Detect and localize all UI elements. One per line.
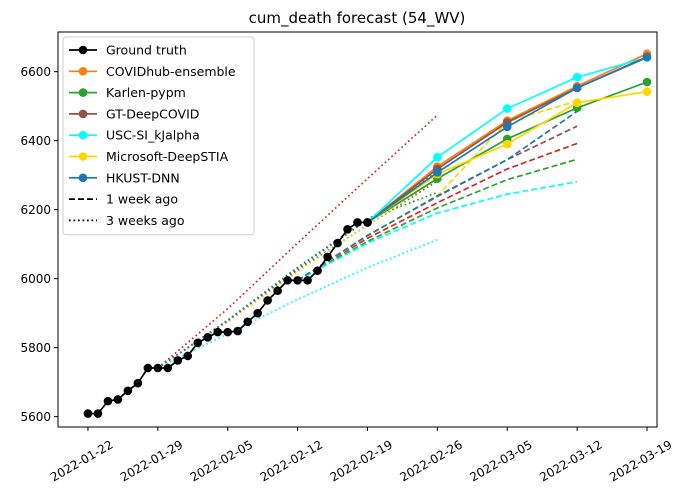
data-point (433, 168, 442, 177)
data-point (572, 72, 582, 82)
ground-truth-series (83, 218, 372, 418)
ground-truth-point (153, 363, 163, 373)
ground-truth-point (203, 333, 213, 342)
forecast-hkust-dnn (363, 52, 652, 227)
data-point (502, 139, 512, 149)
legend-label: 1 week ago (106, 192, 178, 207)
legend-item-gt-deepcovid: GT-DeepCOVID (69, 106, 199, 121)
x-tick-label: 2022-02-19 (328, 437, 395, 484)
ground-truth-point (253, 308, 262, 318)
legend-item-3-weeks-ago: 3 weeks ago (69, 213, 185, 228)
y-tick-label: 6600 (20, 65, 51, 79)
ground-truth-point (293, 276, 302, 285)
legend-label: HKUST-DNN (106, 170, 180, 185)
forecast-3wk-usc-si-kjalpha (157, 238, 438, 369)
data-point (502, 122, 512, 132)
legend-marker (78, 45, 88, 55)
legend-label: Karlen-pypm (106, 85, 186, 100)
legend-marker (78, 152, 88, 161)
legend-item-usc-si-kjalpha: USC-SI_kJalpha (69, 128, 200, 143)
x-tick-label: 2022-02-12 (258, 437, 325, 484)
ground-truth-point (173, 356, 183, 365)
forecast-usc-si-kjalpha (363, 53, 652, 227)
legend-item-karlen-pypm: Karlen-pypm (69, 85, 186, 100)
ground-truth-point (263, 296, 272, 305)
axes-frame (57, 31, 658, 428)
ground-truth-point (163, 363, 173, 373)
data-point (502, 104, 512, 113)
ground-truth-point (233, 326, 242, 336)
legend-label: Ground truth (106, 43, 187, 58)
y-tick-label: 6000 (20, 272, 51, 286)
legend-item-hkust-dnn: HKUST-DNN (69, 170, 180, 185)
ground-truth-point (363, 218, 372, 227)
ground-truth-point (243, 317, 252, 327)
legend-label: GT-DeepCOVID (106, 106, 199, 121)
ground-truth-point (223, 327, 233, 337)
y-tick-label: 6400 (20, 134, 51, 148)
x-tick-label: 2022-03-12 (537, 437, 604, 484)
legend-item-covidhub-ensemble: COVIDhub-ensemble (69, 64, 236, 79)
legend-box (62, 36, 255, 236)
ground-truth-point (103, 396, 113, 406)
forecast-1wk-usc-si-kjalpha (297, 180, 578, 282)
ground-truth-point (303, 276, 312, 285)
ground-truth-point (353, 218, 362, 227)
ground-truth-point (273, 286, 282, 296)
plot-area (83, 49, 652, 418)
legend-marker (78, 67, 88, 76)
ground-truth-point (213, 327, 223, 337)
legend-item-microsoft-deepstia: Microsoft-DeepSTIA (69, 149, 229, 164)
data-point (572, 83, 582, 93)
x-tick-label: 2022-03-19 (607, 437, 674, 484)
ground-truth-point (113, 395, 123, 404)
ground-truth-point (343, 225, 352, 234)
legend-marker (78, 173, 88, 183)
legend-item-ground-truth: Ground truth (69, 43, 187, 58)
legend-label: USC-SI_kJalpha (106, 128, 200, 143)
ground-truth-point (183, 351, 193, 361)
forecast-1wk-covidhub-ensemble (297, 142, 578, 282)
data-point (433, 152, 442, 162)
data-point (642, 87, 652, 96)
ground-truth-point (83, 409, 93, 418)
ground-truth-point (323, 252, 332, 262)
y-tick-label: 6200 (20, 203, 51, 217)
ground-truth-point (193, 338, 203, 348)
data-point (642, 77, 652, 87)
legend-label: COVIDhub-ensemble (106, 64, 236, 79)
ground-truth-point (93, 409, 103, 418)
legend-label: Microsoft-DeepSTIA (106, 149, 229, 164)
ground-truth-point (123, 386, 133, 396)
ground-truth-point (143, 363, 153, 373)
chart-title: cum_death forecast (54_WV) (249, 9, 466, 28)
x-tick-label: 2022-03-05 (467, 437, 534, 484)
x-tick-label: 2022-02-26 (397, 437, 464, 484)
x-tick-label: 2022-02-05 (188, 437, 255, 484)
ground-truth-line (87, 221, 368, 415)
data-point (572, 98, 582, 108)
ground-truth-point (133, 378, 143, 388)
legend-item-1-week-ago: 1 week ago (69, 192, 178, 207)
ground-truth-point (313, 266, 322, 276)
x-tick-label: 2022-01-22 (48, 437, 115, 484)
legend-marker (78, 130, 88, 140)
forecast-karlen-pypm (363, 77, 652, 227)
forecast-1wk-hkust-dnn (297, 110, 578, 282)
ground-truth-point (333, 238, 342, 248)
series-line (367, 81, 648, 224)
y-tick-label: 5800 (20, 341, 51, 355)
legend-marker (78, 109, 88, 119)
y-tick-label: 5600 (20, 410, 51, 424)
x-tick-label: 2022-01-29 (118, 437, 185, 484)
legend: Ground truth COVIDhub-ensemble Karlen-pypm… (62, 36, 255, 236)
data-point (642, 52, 652, 62)
forecast-1wk-karlen-pypm (297, 158, 578, 282)
ground-truth-point (283, 276, 292, 285)
legend-label: 3 weeks ago (106, 213, 185, 228)
legend-marker (78, 88, 88, 97)
